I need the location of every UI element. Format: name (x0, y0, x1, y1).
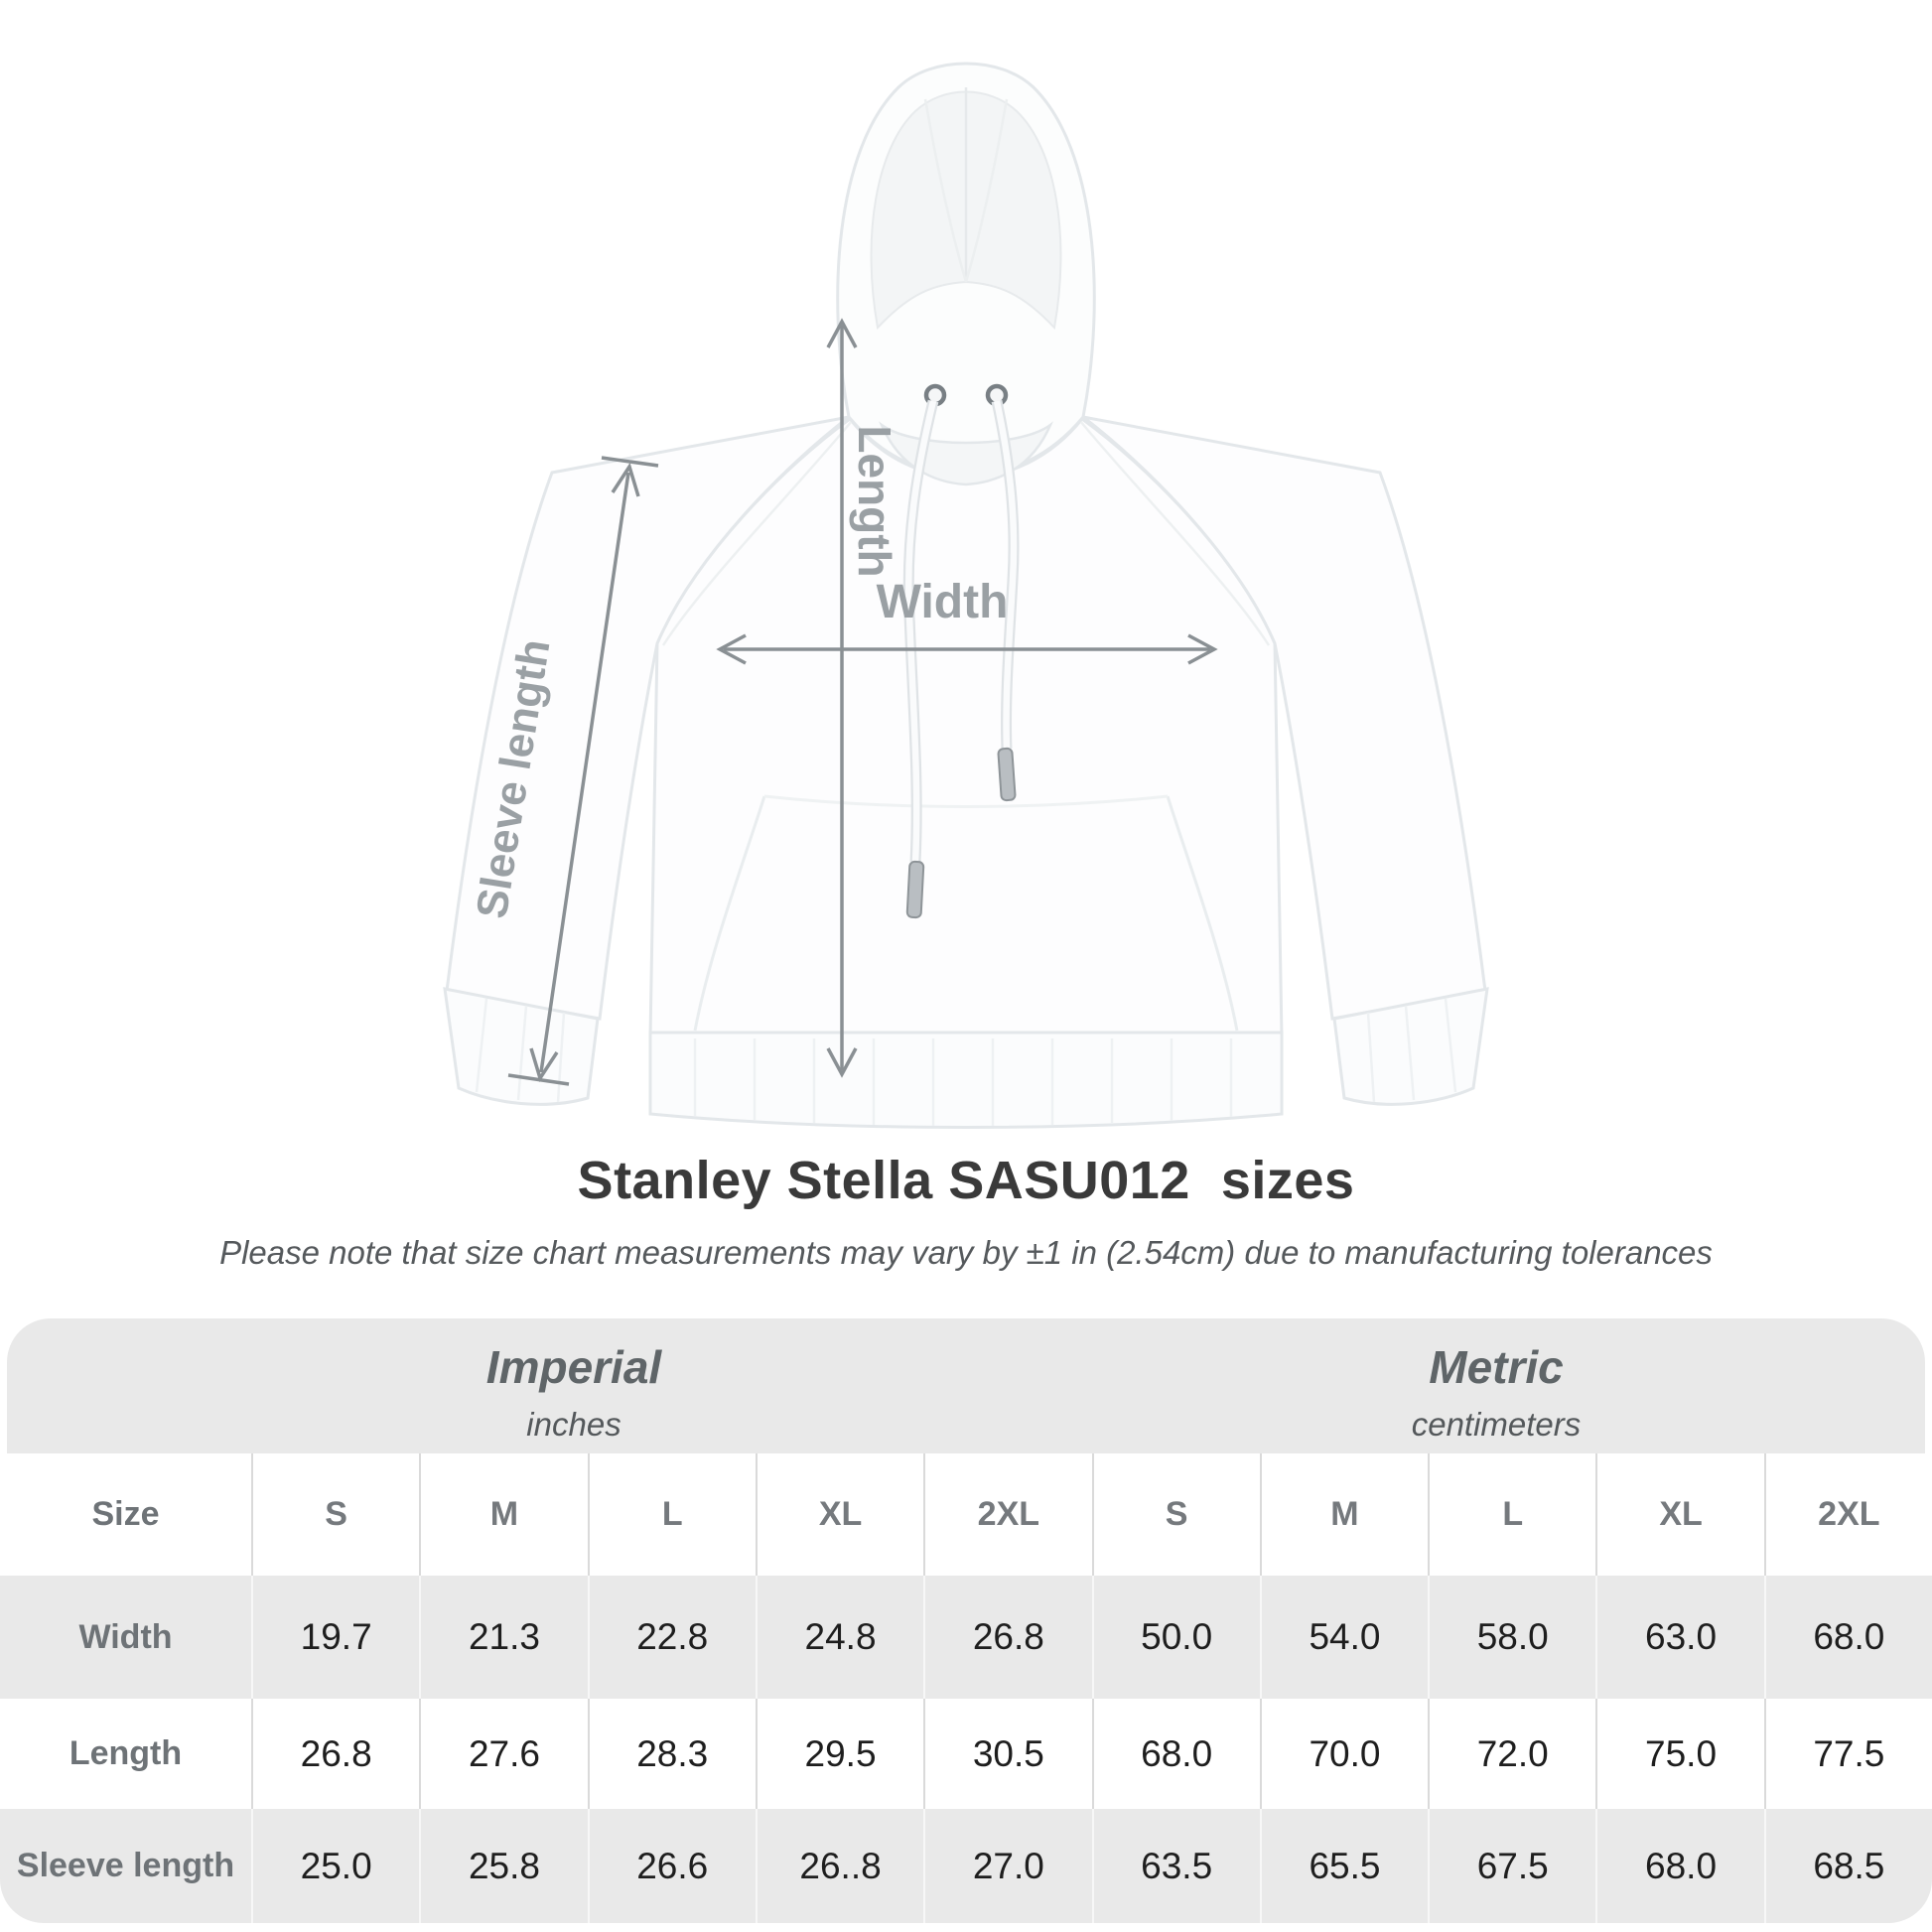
length-arrow (826, 318, 858, 1078)
value-cell: 63.0 (1595, 1576, 1763, 1699)
page-title: Stanley Stella SASU012 sizes (577, 1151, 1355, 1210)
value-cell: 68.5 (1763, 1809, 1932, 1923)
row-label-length: Length (69, 1734, 183, 1772)
value-cell: 68.0 (1763, 1576, 1932, 1699)
drawcords (902, 399, 1020, 919)
value-cell: 65.5 (1259, 1809, 1428, 1923)
hoodie-hem-band (648, 1031, 1284, 1129)
size-header: M (419, 1453, 587, 1576)
drawcord-eyelets (923, 383, 1009, 407)
size-header: 2XL (1763, 1453, 1932, 1576)
value-cell: 58.0 (1428, 1576, 1595, 1699)
value-cell: 28.3 (587, 1699, 756, 1809)
row-label-sleeve-length: Sleeve length (16, 1847, 235, 1884)
value-cell: 27.6 (419, 1699, 587, 1809)
value-cell: 70.0 (1259, 1699, 1428, 1809)
size-header: L (1428, 1453, 1595, 1576)
value-cell: 68.0 (1091, 1699, 1260, 1809)
right-sleeve (1082, 415, 1487, 1021)
table-row-width: Width 19.7 21.3 22.8 24.8 26.8 50.0 54.0… (0, 1576, 1932, 1699)
sleeve-length-arrow (507, 456, 659, 1086)
value-cell: 24.8 (755, 1576, 923, 1699)
hood-inner-seams (923, 87, 1009, 283)
size-column-header: Size (91, 1495, 160, 1533)
imperial-label: Imperial (485, 1341, 662, 1393)
metric-unit-header: Metric centimeters (1412, 1340, 1582, 1444)
value-cell: 67.5 (1428, 1809, 1595, 1923)
tolerance-note: Please note that size chart measurements… (219, 1234, 1713, 1271)
imperial-unit-header: Imperial inches (486, 1340, 661, 1444)
pocket-seams (693, 794, 1239, 1032)
table-row-length: Length 26.8 27.6 28.3 29.5 30.5 68.0 70.… (0, 1699, 1932, 1809)
value-cell: 26.8 (923, 1576, 1091, 1699)
value-cell: 22.8 (587, 1576, 756, 1699)
size-header: L (587, 1453, 756, 1576)
value-cell: 26.8 (251, 1699, 419, 1809)
value-cell: 75.0 (1595, 1699, 1763, 1809)
value-cell: 77.5 (1763, 1699, 1932, 1809)
value-cell: 72.0 (1428, 1699, 1595, 1809)
width-arrow (716, 633, 1218, 665)
row-label-width: Width (78, 1617, 173, 1656)
table-row-sleeve-length: Sleeve length 25.0 25.8 26.6 26..8 27.0 … (0, 1809, 1932, 1923)
value-cell: 19.7 (251, 1576, 419, 1699)
value-cell: 21.3 (419, 1576, 587, 1699)
value-cell: 30.5 (923, 1699, 1091, 1809)
left-aglet (905, 860, 925, 919)
unit-band: Imperial inches Metric centimeters (7, 1318, 1925, 1453)
table-header-row: Size S M L XL 2XL S M L XL 2XL (0, 1453, 1932, 1576)
value-cell: 25.8 (419, 1809, 587, 1923)
value-cell: 27.0 (923, 1809, 1091, 1923)
right-aglet (997, 747, 1017, 802)
size-header: S (1091, 1453, 1260, 1576)
metric-label: Metric (1429, 1341, 1564, 1393)
imperial-unit: inches (526, 1406, 621, 1443)
size-header: M (1259, 1453, 1428, 1576)
value-cell: 54.0 (1259, 1576, 1428, 1699)
value-cell: 68.0 (1595, 1809, 1763, 1923)
value-cell: 63.5 (1091, 1809, 1260, 1923)
size-header: 2XL (923, 1453, 1091, 1576)
value-cell: 29.5 (755, 1699, 923, 1809)
hoodie-measurement-diagram: Length Width Sleeve length (443, 62, 1489, 1129)
width-label: Width (877, 576, 1009, 628)
value-cell: 26.6 (587, 1809, 756, 1923)
raglan-seams (661, 420, 1271, 646)
size-header: XL (755, 1453, 923, 1576)
size-table: Imperial inches Metric centimeters Size … (0, 1318, 1932, 1923)
table-rows: Size S M L XL 2XL S M L XL 2XL Width 19.… (0, 1453, 1932, 1923)
length-label: Length (849, 425, 900, 577)
hem-rib-lines (693, 1038, 1233, 1126)
metric-unit: centimeters (1411, 1406, 1582, 1443)
value-cell: 26..8 (755, 1809, 923, 1923)
size-header: XL (1595, 1453, 1763, 1576)
size-header: S (251, 1453, 419, 1576)
value-cell: 25.0 (251, 1809, 419, 1923)
value-cell: 50.0 (1091, 1576, 1260, 1699)
cuff-rib-lines (475, 998, 1457, 1103)
